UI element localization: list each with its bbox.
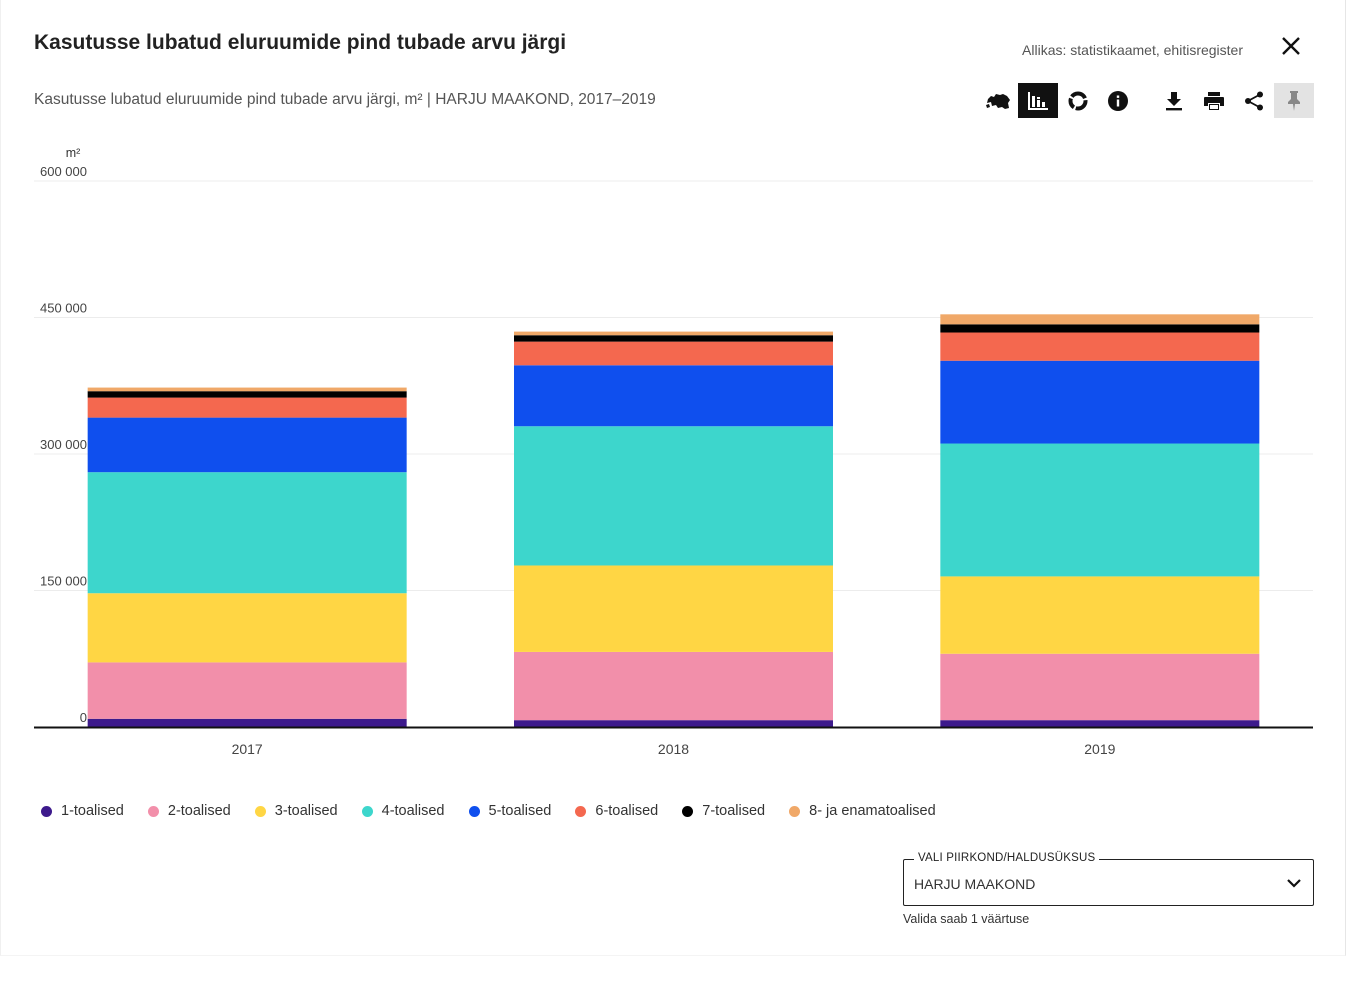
legend-swatch [575,805,587,817]
bar-segment [514,651,833,721]
chart-panel: Kasutusse lubatud eluruumide pind tubade… [0,0,1346,956]
info-icon [1108,90,1128,111]
estonia-map-icon [986,93,1010,109]
x-tick-label: 2017 [232,741,263,757]
chart-toolbar [978,83,1318,118]
source-text: Allikas: statistikaamet, ehitisregister [1022,42,1243,58]
legend-label: 1-toalised [61,803,124,819]
y-tick-label: 450 000 [40,301,87,316]
legend-item[interactable]: 2-toalised [147,803,231,819]
x-tick-label: 2018 [658,741,689,757]
legend-swatch [147,805,159,817]
map-view-button[interactable] [978,83,1018,118]
legend-label: 3-toalised [274,803,338,819]
download-icon [1166,91,1182,110]
y-tick-label: 600 000 [40,164,87,179]
chart-subtitle: Kasutusse lubatud eluruumide pind tubade… [34,91,656,108]
region-select-value: HARJU MAAKOND [914,876,1036,892]
y-tick-label: 150 000 [40,574,87,589]
bar-segment [87,593,407,663]
bar-segment [940,653,1260,721]
pin-button[interactable] [1274,83,1314,118]
bar-segment [940,443,1260,577]
legend-item[interactable]: 1-toalised [41,803,124,819]
legend-item[interactable]: 6-toalised [575,803,658,819]
page-title: Kasutusse lubatud eluruumide pind tubade… [34,31,567,54]
legend-swatch [682,805,694,817]
bar-segment [87,417,407,473]
bar-chart-view-button[interactable] [1018,83,1058,118]
bar-segment [514,365,833,427]
legend-label: 6-toalised [595,803,659,819]
region-select-helper: Valida saab 1 väärtuse [903,912,1030,926]
share-button[interactable] [1234,83,1274,118]
legend-swatch [468,805,480,817]
bar-segment [514,331,833,336]
bar-segment [514,426,833,566]
legend-item[interactable]: 4-toalised [361,803,445,819]
bar-segment [940,324,1260,333]
legend-item[interactable]: 7-toalised [682,803,765,819]
legend-label: 7-toalised [702,803,766,819]
region-select[interactable]: VALI PIIRKOND/HALDUSÜKSUS HARJU MAAKOND [903,852,1314,906]
close-button[interactable] [1279,34,1303,58]
chart-legend: 1-toalised 2-toalised 3-toalised 4-toalised… [41,803,960,819]
donut-chart-icon [1068,91,1088,110]
legend-label: 4-toalised [381,803,445,819]
pin-icon [1288,90,1300,111]
legend-item[interactable]: 8- ja enamatoalised [789,803,936,819]
bar-segment [514,335,833,342]
stacked-bar-chart: m² 0 150 000 300 000 450 000 600 000 2017 2018 2… [34,146,1313,757]
legend-swatch [41,805,52,817]
download-button[interactable] [1154,83,1194,118]
x-tick-label: 2019 [1084,741,1115,757]
y-tick-label: 0 [80,710,87,725]
legend-item[interactable]: 3-toalised [254,803,338,819]
chevron-down-icon [1287,879,1301,888]
info-button[interactable] [1098,83,1138,118]
bar-segment [87,387,407,392]
bar-segment [940,360,1260,444]
bar-chart-icon [1028,91,1048,110]
bar-segment [514,720,833,727]
bar-segment [87,391,407,398]
legend-swatch [361,805,373,817]
legend-item[interactable]: 5-toalised [468,803,552,819]
print-icon [1204,91,1224,110]
bar-segment [514,565,833,652]
bar-segment [87,662,407,719]
bar-segment [940,576,1260,654]
bar-segment [940,332,1260,361]
region-select-label: VALI PIIRKOND/HALDUSÜKSUS [914,852,1100,864]
legend-label: 5-toalised [488,803,552,819]
legend-label: 8- ja enamatoalised [809,803,936,819]
legend-swatch [254,805,266,817]
legend-swatch [789,805,801,817]
close-icon [1282,37,1300,55]
y-axis-unit-label: m² [66,146,81,160]
donut-chart-view-button[interactable] [1058,83,1098,118]
bar-segment [87,397,407,418]
print-button[interactable] [1194,83,1234,118]
bar-segment [87,718,407,727]
share-icon [1245,91,1263,110]
legend-label: 2-toalised [167,803,231,819]
y-tick-label: 300 000 [40,437,87,452]
bar-segment [514,341,833,366]
bar-segment [87,472,407,594]
bar-segment [940,314,1260,325]
bar-segment [940,720,1260,727]
